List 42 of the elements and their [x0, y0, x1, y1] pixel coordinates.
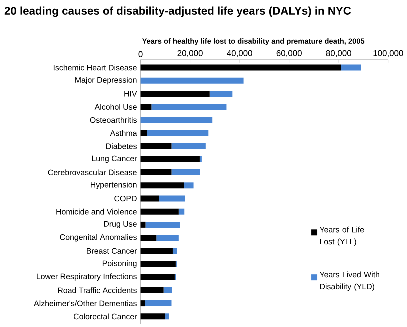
bar [140, 222, 146, 228]
bar [172, 248, 178, 254]
bar [140, 314, 166, 320]
x-tick-label: 100,000 [374, 50, 404, 58]
bar [140, 300, 145, 307]
bar [140, 209, 179, 216]
x-tick-label: 0 [138, 52, 143, 58]
bar [172, 144, 206, 150]
bar [146, 222, 180, 228]
bar [152, 104, 227, 110]
x-tick-label: 80,000 [326, 50, 352, 58]
bar [172, 170, 200, 176]
bar [159, 196, 186, 202]
bar [341, 65, 362, 72]
bar [140, 65, 342, 72]
bar [140, 288, 164, 294]
bar [140, 274, 175, 281]
bar [140, 196, 160, 202]
bar [140, 104, 152, 110]
bar [210, 91, 233, 98]
bar [147, 130, 209, 136]
bar [165, 314, 170, 320]
bar [140, 182, 184, 189]
x-tick-label: 20,000 [178, 50, 203, 58]
x-tick-label: 40,000 [227, 50, 252, 58]
bar [140, 156, 200, 163]
bar [140, 170, 172, 176]
bar [140, 235, 157, 242]
bar [140, 248, 173, 254]
bar [140, 78, 244, 84]
bar [140, 144, 172, 150]
bar [140, 262, 176, 268]
bar [184, 182, 194, 189]
x-tick-label: 60,000 [276, 50, 302, 58]
bar [140, 130, 148, 136]
bar [140, 91, 210, 98]
chart-title: 20 leading causes of disability-adjusted life years (DALYs) in NYC [4, 7, 352, 18]
bar [145, 300, 172, 307]
bar [164, 288, 172, 294]
bar [178, 209, 185, 216]
bar [156, 235, 179, 242]
bar [140, 117, 213, 124]
